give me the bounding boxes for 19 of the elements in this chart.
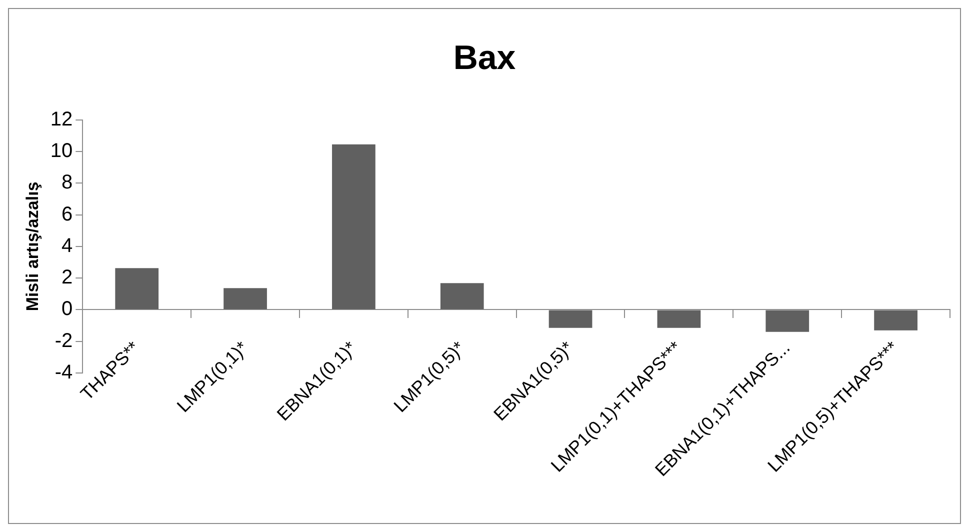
bar <box>115 268 159 310</box>
bar <box>224 288 267 310</box>
y-tick-label: 4 <box>62 234 73 257</box>
bar <box>440 283 484 310</box>
bar <box>332 144 376 310</box>
bar <box>766 310 810 332</box>
y-tick-label: -4 <box>54 362 73 384</box>
y-axis-title: Misli artış/azalış <box>22 182 42 312</box>
y-tick-label: 6 <box>62 203 73 226</box>
bar <box>657 310 701 328</box>
chart-title: Bax <box>453 38 516 77</box>
bar <box>874 310 918 330</box>
y-tick-label: -2 <box>54 330 73 352</box>
bar <box>548 310 592 328</box>
y-tick-label: 2 <box>62 266 73 289</box>
y-tick-label: 10 <box>50 140 73 162</box>
y-tick-label: 12 <box>50 108 73 130</box>
y-tick-label: 8 <box>62 172 73 194</box>
y-tick-label: 0 <box>62 298 73 320</box>
